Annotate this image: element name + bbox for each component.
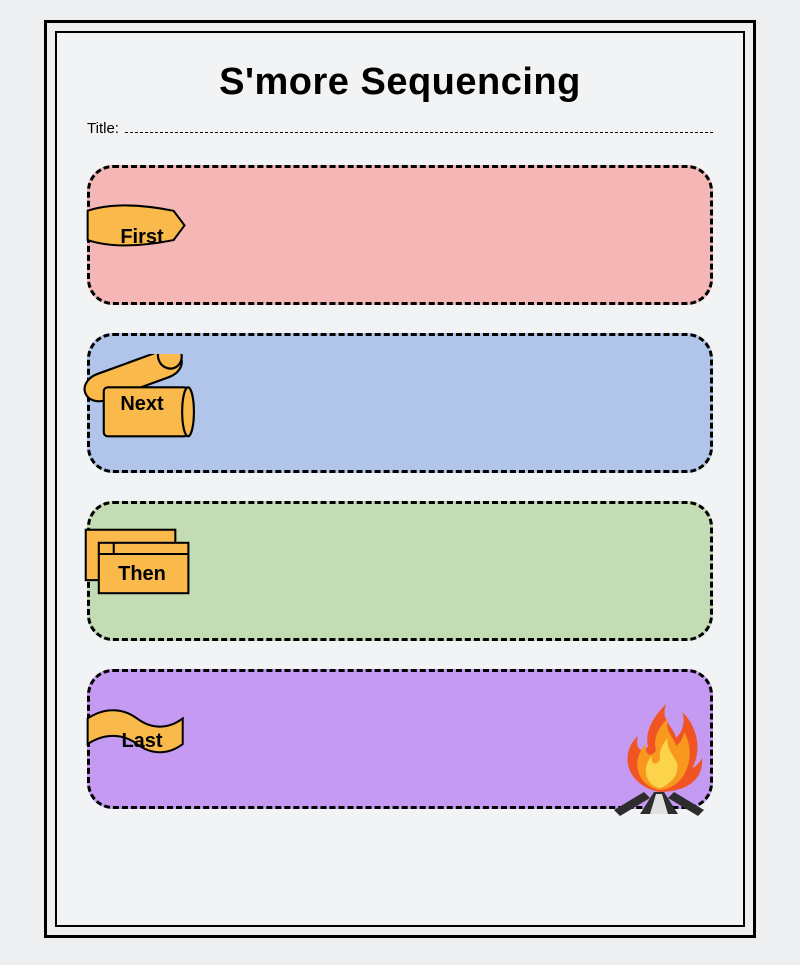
seq-box-first[interactable]: First <box>87 165 713 305</box>
campfire-icon <box>594 692 724 822</box>
page-title: S'more Sequencing <box>87 61 713 104</box>
cylinder-stack-icon <box>82 354 200 452</box>
inner-border: S'more Sequencing Title: First <box>55 31 745 927</box>
tag-next: Next <box>82 354 202 434</box>
tag-last: Last <box>82 702 202 782</box>
board-icon <box>82 526 194 610</box>
seq-box-next[interactable]: Next <box>87 333 713 473</box>
tag-then: Then <box>82 526 202 606</box>
title-label: Title: <box>87 120 119 137</box>
outer-border: S'more Sequencing Title: First <box>44 20 756 938</box>
seq-box-last[interactable]: Last <box>87 669 713 809</box>
title-input-line[interactable] <box>125 118 713 133</box>
tag-first: First <box>82 198 202 278</box>
sequence-boxes: First Next <box>87 165 713 809</box>
wavy-flag-icon <box>82 702 192 766</box>
flag-notch-icon <box>82 198 192 262</box>
page: S'more Sequencing Title: First <box>0 0 800 965</box>
title-row: Title: <box>87 118 713 137</box>
seq-box-then[interactable]: Then <box>87 501 713 641</box>
